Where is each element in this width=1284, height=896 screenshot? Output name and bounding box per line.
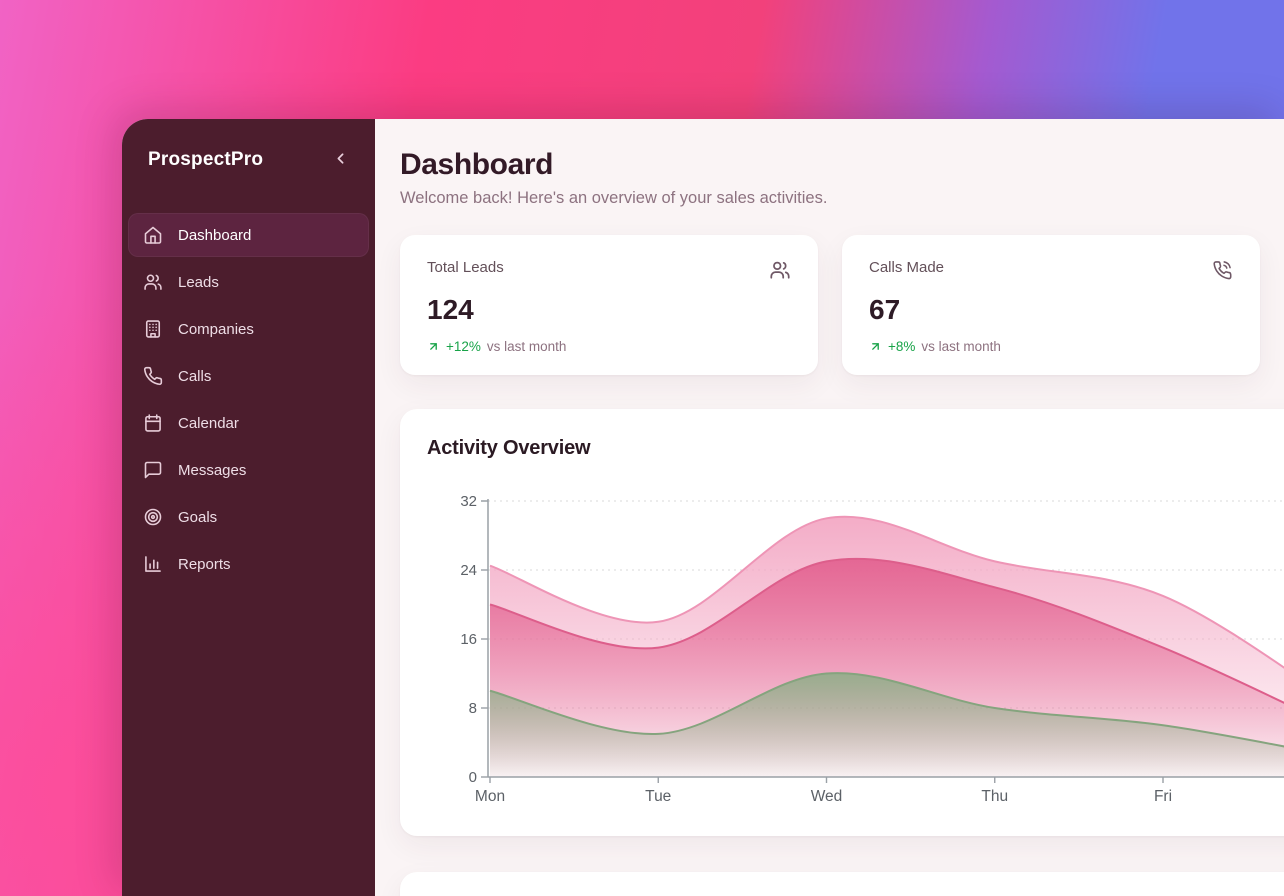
trend-percent: +12% <box>446 339 481 354</box>
stat-label: Calls Made <box>869 259 945 276</box>
stat-card-total-leads: Total Leads 124 +12% vs last month <box>400 235 818 375</box>
bar-chart-icon <box>143 554 163 574</box>
stat-card-header: Calls Made <box>869 259 1233 286</box>
stat-trend: +12% vs last month <box>427 339 791 354</box>
sidebar-nav: Dashboard Leads Companies Calls Calendar Mess… <box>128 213 369 586</box>
svg-text:Fri: Fri <box>1154 788 1172 805</box>
trend-up-icon <box>427 340 440 353</box>
sidebar-item-label: Calls <box>178 367 212 385</box>
phone-icon <box>143 366 163 386</box>
phone-call-icon <box>1211 259 1233 286</box>
svg-text:16: 16 <box>460 631 477 648</box>
sidebar-item-calendar[interactable]: Calendar <box>128 401 369 445</box>
calendar-icon <box>143 413 163 433</box>
chevron-left-icon <box>332 150 349 170</box>
app-window: ProspectPro Dashboard Leads Companies Calls… <box>122 119 1284 896</box>
sidebar-item-goals[interactable]: Goals <box>128 495 369 539</box>
activity-overview-card: Activity Overview 0 8 16 24 32 Mon Tue Wed Thu Fr… <box>400 409 1284 836</box>
svg-text:Tue: Tue <box>645 788 671 805</box>
sidebar-collapse-button[interactable] <box>327 147 353 173</box>
sidebar-item-label: Reports <box>178 555 231 573</box>
sidebar-item-messages[interactable]: Messages <box>128 448 369 492</box>
sidebar-item-calls[interactable]: Calls <box>128 354 369 398</box>
stat-label: Total Leads <box>427 259 504 276</box>
stat-card-calls-made: Calls Made 67 +8% vs last month <box>842 235 1260 375</box>
sidebar-item-label: Leads <box>178 273 219 291</box>
sidebar-item-companies[interactable]: Companies <box>128 307 369 351</box>
page-subtitle: Welcome back! Here's an overview of your… <box>400 189 828 207</box>
building-icon <box>143 319 163 339</box>
sidebar-item-label: Companies <box>178 320 254 338</box>
svg-text:8: 8 <box>469 700 477 717</box>
target-icon <box>143 507 163 527</box>
trend-up-icon <box>869 340 882 353</box>
svg-text:24: 24 <box>460 562 477 579</box>
sidebar: ProspectPro Dashboard Leads Companies Calls… <box>122 119 375 896</box>
svg-text:32: 32 <box>460 494 477 510</box>
sidebar-item-label: Dashboard <box>178 226 252 244</box>
stats-row: Total Leads 124 +12% vs last month Calls… <box>400 235 1284 375</box>
sidebar-item-leads[interactable]: Leads <box>128 260 369 304</box>
message-icon <box>143 460 163 480</box>
sidebar-item-label: Calendar <box>178 414 239 432</box>
chart-title: Activity Overview <box>427 437 591 459</box>
stat-value: 67 <box>869 294 901 325</box>
activity-area-chart: 08162432MonTueWedThuFriSat <box>427 494 1284 826</box>
sidebar-item-label: Goals <box>178 508 218 526</box>
users-icon <box>143 272 163 292</box>
trend-percent: +8% <box>888 339 916 354</box>
svg-text:0: 0 <box>469 769 477 786</box>
home-icon <box>143 225 163 245</box>
lower-card-clipped <box>400 872 1284 896</box>
page-title: Dashboard <box>400 148 554 181</box>
trend-note: vs last month <box>921 339 1001 354</box>
stat-value: 124 <box>427 294 474 325</box>
users-icon <box>769 259 791 286</box>
sidebar-item-dashboard[interactable]: Dashboard <box>128 213 369 257</box>
svg-text:Wed: Wed <box>811 788 843 805</box>
trend-note: vs last month <box>486 339 567 354</box>
sidebar-item-reports[interactable]: Reports <box>128 542 369 586</box>
stat-card-header: Total Leads <box>427 259 791 286</box>
brand-logo-text: ProspectPro <box>148 149 264 170</box>
sidebar-brand-row: ProspectPro <box>128 139 369 173</box>
svg-text:Thu: Thu <box>981 788 1008 805</box>
svg-text:Mon: Mon <box>475 788 505 805</box>
main-content: Dashboard Welcome back! Here's an overvi… <box>375 119 1284 896</box>
stat-trend: +8% vs last month <box>869 339 1233 354</box>
sidebar-item-label: Messages <box>178 461 247 479</box>
